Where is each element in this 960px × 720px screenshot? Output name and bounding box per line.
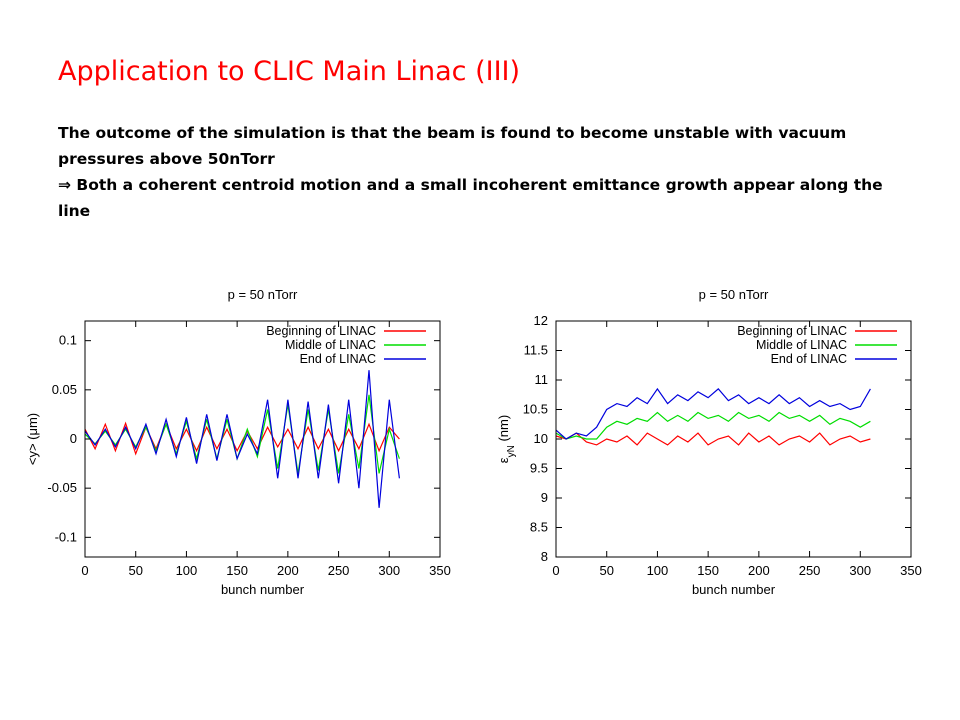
legend-label-3: End of LINAC [771, 352, 847, 366]
chart-emittance-growth: p = 50 nTorr 0 50 100 150 200 250 300 350 8 8.5 9 9.… [496, 287, 922, 597]
y-tick-label: 12 [534, 313, 548, 328]
legend-label-2: Middle of LINAC [756, 338, 847, 352]
x-tick-label: 100 [176, 563, 198, 578]
series-line-1 [555, 432, 871, 446]
body-text-line-2: ⇒ Both a coherent centroid motion and a … [58, 176, 883, 220]
x-tick-label: 350 [900, 563, 922, 578]
x-tick-label: 250 [799, 563, 821, 578]
x-tick-label: 300 [378, 563, 400, 578]
x-tick-label: 350 [429, 563, 451, 578]
x-tick-label: 250 [328, 563, 350, 578]
series-line-3 [555, 387, 871, 440]
x-tick-label: 200 [748, 563, 770, 578]
body-text-line-1: The outcome of the simulation is that th… [58, 124, 847, 168]
chart-title: p = 50 nTorr [699, 287, 769, 302]
y-tick-label: 0.05 [52, 382, 77, 397]
slide-title: Application to CLIC Main Linac (III) [58, 56, 521, 87]
y-tick-label: 8 [541, 549, 548, 564]
legend-label-1: Beginning of LINAC [737, 324, 847, 338]
x-tick-label: 300 [849, 563, 871, 578]
series-line-2 [555, 411, 871, 440]
y-tick-label: 11 [535, 372, 549, 387]
legend-label-3: End of LINAC [300, 352, 376, 366]
y-tick-label: 0 [70, 431, 77, 446]
y-tick-label: 9 [541, 490, 548, 505]
plot-frame [555, 320, 912, 558]
legend-label-1: Beginning of LINAC [266, 324, 376, 338]
y-tick-label: 0.1 [59, 333, 77, 348]
y-tick-label: 8.5 [530, 520, 548, 535]
x-tick-label: 150 [226, 563, 248, 578]
x-tick-label: 200 [277, 563, 299, 578]
y-axis-label: <y> (μm) [25, 413, 40, 465]
y-tick-label: 11.5 [524, 343, 548, 358]
x-tick-label: 50 [128, 563, 142, 578]
y-tick-label: 9.5 [530, 461, 548, 476]
series-line-1 [84, 421, 400, 456]
x-tick-label: 0 [81, 563, 88, 578]
slide-body: The outcome of the simulation is that th… [58, 120, 888, 224]
legend-label-2: Middle of LINAC [285, 338, 376, 352]
series-line-3 [84, 370, 400, 508]
x-tick-label: 50 [599, 563, 613, 578]
y-tick-label: 10.5 [523, 402, 548, 417]
chart-centroid-motion: p = 50 nTorr 0 50 100 150 200 250 300 350 -0.1 -0.… [25, 287, 451, 597]
y-tick-label: -0.1 [55, 529, 77, 544]
y-axis-label: εyN (nm) [496, 415, 517, 463]
chart-title: p = 50 nTorr [228, 287, 298, 302]
x-axis-label: bunch number [221, 582, 305, 597]
x-axis-label: bunch number [692, 582, 776, 597]
y-tick-label: -0.05 [47, 480, 77, 495]
x-tick-label: 150 [697, 563, 719, 578]
x-tick-label: 0 [552, 563, 559, 578]
x-tick-label: 100 [647, 563, 669, 578]
y-tick-label: 10 [534, 431, 548, 446]
